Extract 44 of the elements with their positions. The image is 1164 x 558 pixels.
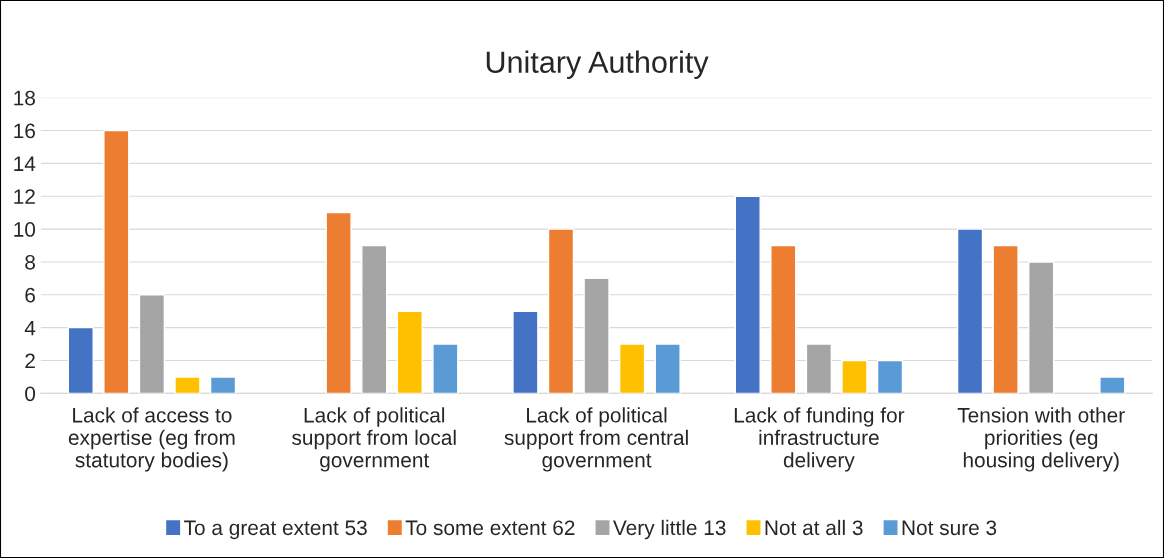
bar: [1099, 376, 1126, 394]
bar: [841, 359, 868, 394]
x-tick-label: Lack of access to expertise (eg from statutory bodies): [68, 407, 235, 472]
bar: [618, 343, 646, 394]
legend-label: Not at all 3: [765, 519, 863, 536]
y-tick-label: 2: [25, 353, 35, 369]
y-tick-label: 10: [14, 222, 36, 237]
x-tick-label: Tension with other priorities (eg housing delivery): [957, 407, 1125, 472]
chart-title: Unitary Authority: [486, 50, 709, 79]
legend-label: Not sure 3: [902, 520, 997, 536]
bar: [805, 343, 833, 394]
x-tick-label: Lack of political support from local government: [292, 407, 456, 472]
bar: [992, 244, 1019, 394]
bar: [512, 310, 539, 394]
legend-label: To a great extent 53: [184, 520, 367, 540]
y-tick-label: 4: [24, 320, 36, 336]
y-tick-label: 6: [25, 287, 35, 303]
y-tick-label: 12: [14, 189, 35, 204]
bar: [325, 211, 352, 394]
bar: [209, 376, 237, 394]
x-tick-label: Lack of political support from central government: [504, 407, 688, 472]
x-tick-label: Lack of funding for infrastructure delivery: [734, 407, 905, 472]
bar: [67, 326, 94, 394]
bar: [654, 343, 681, 394]
bar: [432, 343, 459, 394]
bar: [956, 228, 984, 394]
y-tick-label: 16: [14, 123, 35, 139]
bar: [396, 310, 423, 394]
y-tick-label: 18: [14, 90, 35, 106]
y-tick-label: 8: [25, 254, 35, 270]
bar: [174, 376, 201, 394]
bar: [103, 129, 130, 394]
legend-label: To some extent 62: [405, 520, 575, 536]
bar: [547, 228, 575, 394]
bar: [876, 359, 904, 394]
y-tick-label: 0: [25, 386, 36, 402]
bar: [1028, 261, 1055, 394]
y-tick-label: 14: [14, 156, 36, 171]
bar: [734, 195, 761, 394]
bar: [138, 294, 166, 394]
bar: [361, 244, 388, 394]
legend-label: Very little 13: [613, 519, 726, 540]
bar: [770, 244, 797, 394]
bar: [583, 277, 610, 394]
